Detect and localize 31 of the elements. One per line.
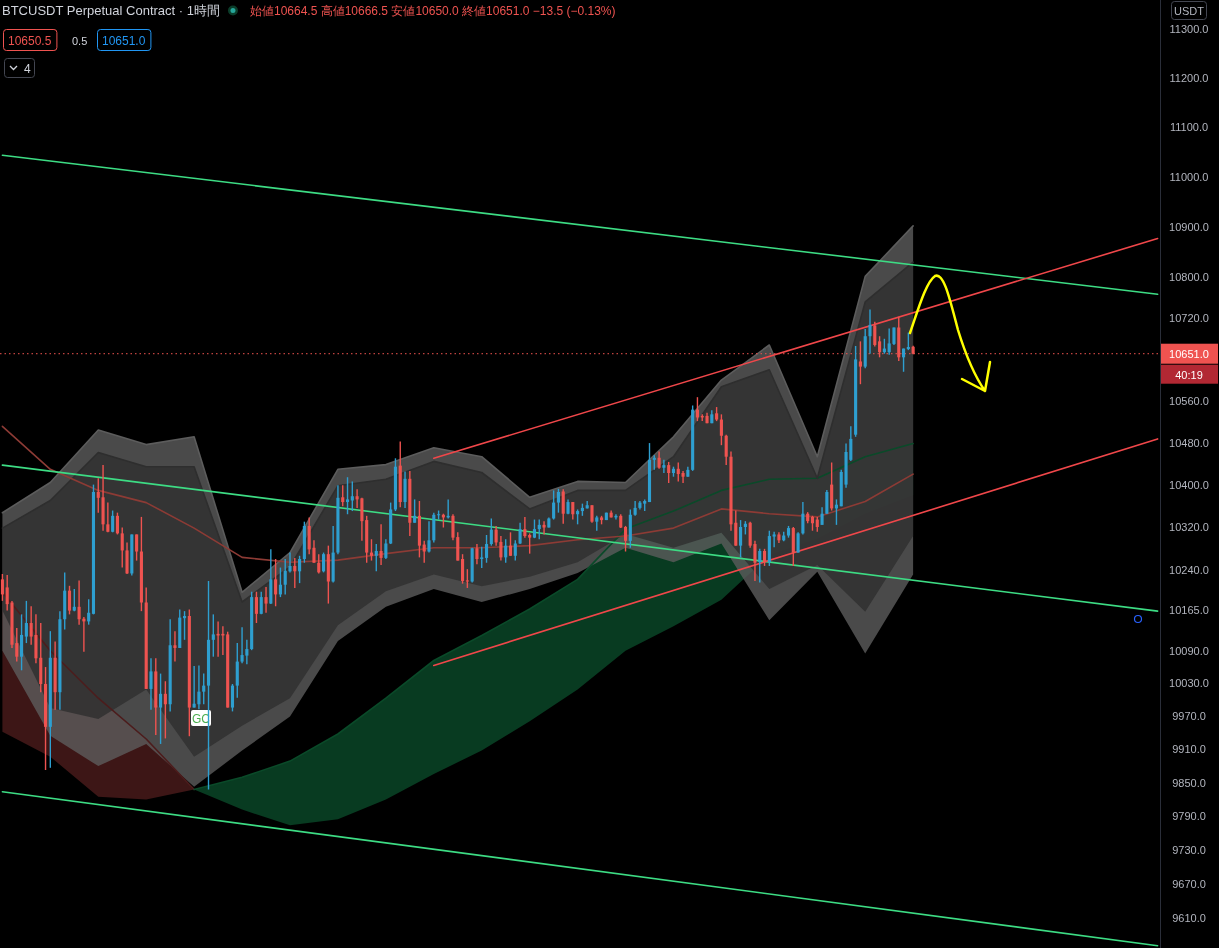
chart-title: BTCUSDT Perpetual Contract · 1時間	[2, 3, 220, 18]
y-tick-label: 10400.0	[1169, 478, 1209, 491]
y-tick-label: 10900.0	[1169, 220, 1209, 233]
annotation: 4	[24, 61, 31, 76]
y-tick-label: 10320.0	[1169, 520, 1209, 533]
text: 40:19	[1175, 368, 1203, 381]
y-tick-label: 9850.0	[1172, 776, 1206, 789]
chart-subtitle: 始値10664.5 高値10666.5 安値10650.0 終値10651.0 −13.5 (−0.13%)	[249, 4, 616, 18]
y-tick-label: 10165.0	[1169, 604, 1209, 617]
y-tick-label: 10090.0	[1169, 644, 1209, 657]
y-tick-label: 10480.0	[1169, 436, 1209, 449]
y-tick-label: 10720.0	[1169, 312, 1209, 325]
annotation: 10651.0	[102, 33, 146, 48]
y-tick-label: 11000.0	[1169, 170, 1209, 183]
y-tick-label: 11300.0	[1169, 23, 1209, 36]
y-tick-label: 9730.0	[1172, 844, 1206, 857]
y-axis-title: USDT	[1174, 4, 1205, 17]
y-tick-label: 9610.0	[1172, 912, 1206, 925]
y-tick-label: 10030.0	[1169, 677, 1209, 690]
y-tick-label: 11100.0	[1169, 121, 1209, 134]
annotation: 0.5	[72, 34, 88, 47]
y-tick-label: 10800.0	[1169, 271, 1209, 284]
y-tick-label: 10240.0	[1169, 563, 1209, 576]
y-tick-label: 9790.0	[1172, 810, 1206, 823]
y-tick-label: 9970.0	[1172, 710, 1206, 723]
ref-line-label: 10651.0	[1169, 347, 1209, 360]
y-tick-label: 10560.0	[1169, 394, 1209, 407]
y-tick-label: 11200.0	[1169, 71, 1209, 84]
annotation: 10650.5	[8, 33, 52, 48]
y-tick-label: 9670.0	[1172, 878, 1206, 891]
y-tick-label: 9910.0	[1172, 743, 1206, 756]
